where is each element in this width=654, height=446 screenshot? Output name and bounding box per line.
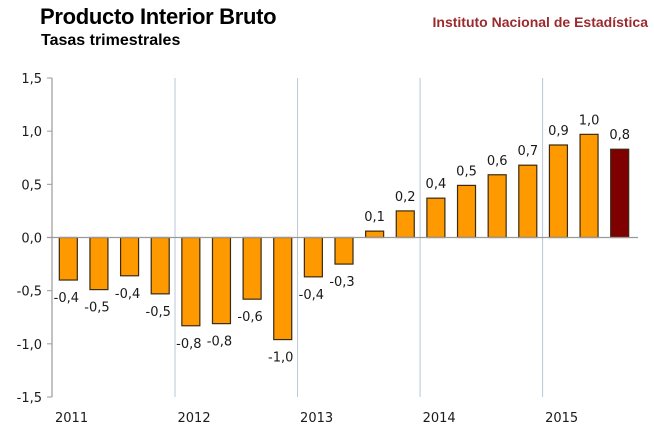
data-label: -0,8 (207, 335, 232, 350)
data-label: 1,0 (579, 113, 600, 128)
chart-subtitle: Tasas trimestrales (41, 32, 181, 49)
bar (334, 236, 354, 265)
x-year-label: 2015 (545, 411, 578, 426)
y-tick-label: -0,5 (17, 285, 42, 300)
bar (119, 236, 140, 277)
data-label: 0,6 (487, 154, 508, 169)
bar (395, 210, 415, 239)
data-label: 0,9 (548, 124, 569, 139)
bar (456, 184, 477, 239)
bar (181, 236, 201, 327)
data-label: 0,4 (426, 177, 447, 192)
data-label: -0,8 (176, 337, 201, 352)
bar (242, 236, 262, 300)
y-tick-label: 1,0 (21, 125, 42, 140)
data-label: -0,5 (84, 301, 109, 316)
x-year-label: 2011 (55, 411, 88, 426)
x-year-label: 2014 (423, 411, 456, 426)
bar (610, 148, 630, 239)
x-year-label: 2013 (300, 411, 333, 426)
data-label: 0,1 (364, 210, 385, 225)
bar (579, 133, 599, 239)
bar (548, 144, 569, 239)
data-label: -0,5 (146, 305, 171, 320)
bar (150, 236, 170, 295)
data-label: 0,2 (395, 190, 416, 205)
bar (518, 164, 538, 239)
data-label: 0,8 (609, 128, 630, 143)
data-label: 0,5 (456, 164, 477, 179)
data-label: 0,7 (517, 144, 538, 159)
y-tick-label: 0,0 (21, 232, 42, 247)
data-label: -0,3 (329, 275, 354, 290)
data-label: -0,6 (237, 310, 262, 325)
brand-logo-text: Instituto Nacional de Estadística (432, 14, 649, 30)
data-label: -0,4 (299, 288, 324, 303)
bar (365, 230, 385, 239)
bar (426, 197, 446, 239)
x-year-label: 2012 (178, 411, 211, 426)
bar (89, 236, 109, 291)
bar (58, 236, 78, 281)
y-tick-label: -1,5 (17, 391, 42, 406)
chart-title: Producto Interior Bruto (40, 4, 277, 29)
data-label: -0,4 (115, 287, 140, 302)
bar (211, 236, 232, 325)
data-label: -1,0 (268, 351, 293, 366)
y-tick-label: -1,0 (17, 338, 42, 353)
data-label: -0,4 (54, 291, 79, 306)
y-tick-label: 1,5 (21, 72, 42, 87)
bar (303, 236, 323, 278)
y-tick-label: 0,5 (21, 178, 42, 193)
bar (273, 236, 293, 341)
bar (487, 174, 507, 239)
